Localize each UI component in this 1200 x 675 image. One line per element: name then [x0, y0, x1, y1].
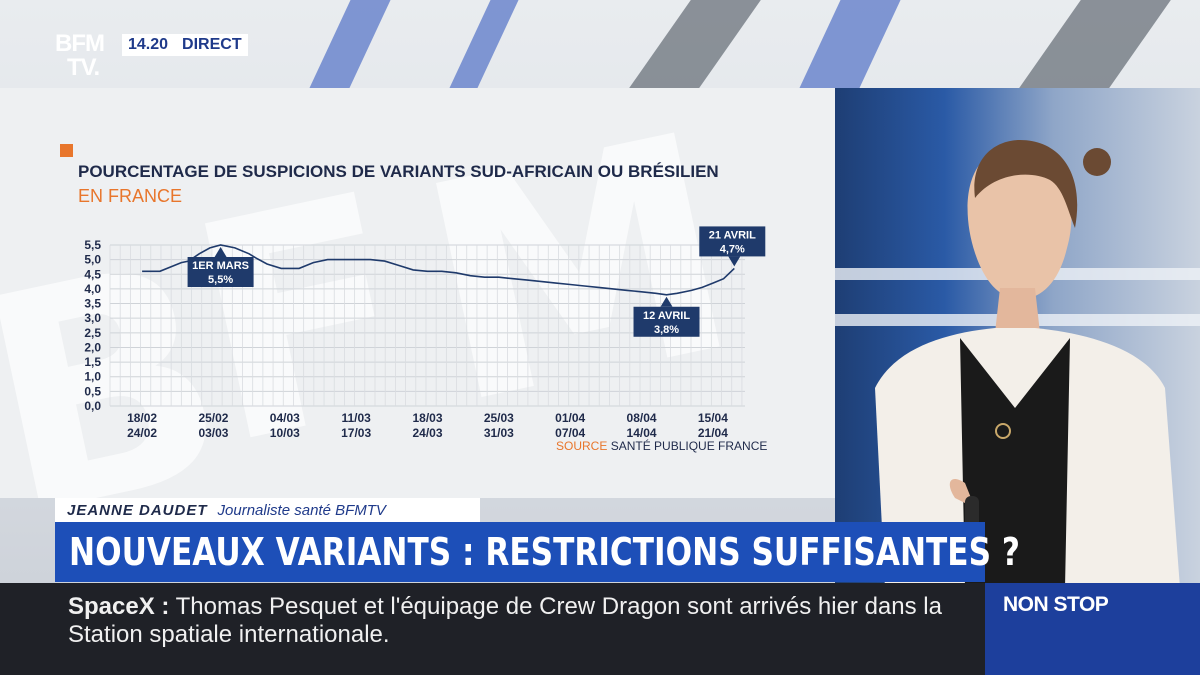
source-value: SANTÉ PUBLIQUE FRANCE [610, 439, 768, 453]
annotation-label: 12 AVRIL [643, 310, 690, 322]
annotation-value: 4,7% [720, 243, 745, 255]
y-tick-label: 1,0 [84, 370, 101, 384]
x-tick-label: 04/03 [270, 411, 300, 425]
speaker-name-bar: JEANNE DAUDET Journaliste santé BFMTV [55, 498, 480, 522]
x-tick-label: 14/04 [627, 426, 657, 440]
ticker-text: Thomas Pesquet et l'équipage de Crew Dra… [68, 593, 942, 648]
annotation-box [699, 226, 766, 257]
nonstop-label: NON STOP [1003, 593, 1109, 616]
x-tick-label: 08/04 [627, 411, 657, 425]
presenter-video [835, 88, 1200, 588]
x-tick-label: 15/04 [698, 411, 728, 425]
y-tick-label: 3,0 [84, 311, 101, 325]
logo-line2: TV. [67, 54, 100, 81]
presenter-figure [875, 140, 1180, 588]
y-tick-label: 2,5 [84, 326, 101, 340]
y-tick-label: 2,0 [84, 340, 101, 354]
y-tick-label: 3,5 [84, 297, 101, 311]
nonstop-badge: NON STOP [985, 583, 1200, 675]
annotation-pointer [728, 256, 741, 267]
y-tick-label: 4,5 [84, 267, 101, 281]
y-tick-label: 0,5 [84, 384, 101, 398]
headline-banner: NOUVEAUX VARIANTS : RESTRICTIONS SUFFISA… [55, 522, 1020, 582]
bfmtv-logo: BFM TV. [55, 32, 113, 87]
headline-text: NOUVEAUX VARIANTS : RESTRICTIONS SUFFISA… [69, 530, 1020, 574]
chart-title: POURCENTAGE DE SUSPICIONS DE VARIANTS SU… [78, 162, 719, 181]
x-tick-label: 24/03 [412, 426, 442, 440]
y-tick-label: 1,5 [84, 355, 101, 369]
x-tick-label: 25/03 [484, 411, 514, 425]
ticker-content: SpaceX : Thomas Pesquet et l'équipage de… [68, 593, 983, 649]
annotation-pointer [660, 296, 673, 307]
source-label: SOURCE [556, 439, 608, 453]
chart-source: SOURCE SANTÉ PUBLIQUE FRANCE [556, 439, 767, 453]
annotation-label: 21 AVRIL [709, 229, 756, 241]
annotation-pointer [214, 247, 227, 257]
x-tick-label: 18/02 [127, 411, 157, 425]
y-tick-label: 0,0 [84, 399, 101, 413]
live-clock-badge: 14.20 DIRECT [122, 34, 248, 56]
x-tick-label: 24/02 [127, 426, 157, 440]
annotation-label: 1ER MARS [192, 260, 249, 272]
chart-panel: B F M POURCENTAGE DE SUSPICIONS DE VARIA… [0, 88, 835, 498]
x-tick-label: 18/03 [412, 411, 442, 425]
series-line [142, 244, 735, 296]
x-tick-label: 10/03 [270, 426, 300, 440]
chart-subtitle: EN FRANCE [78, 186, 183, 206]
x-tick-label: 21/04 [698, 426, 728, 440]
x-tick-label: 31/03 [484, 426, 514, 440]
annotation-box [187, 257, 254, 287]
x-tick-label: 25/02 [198, 411, 228, 425]
x-tick-label: 07/04 [555, 426, 585, 440]
y-tick-label: 5,5 [84, 238, 101, 252]
chart-accent-square [60, 144, 73, 157]
y-tick-label: 4,0 [84, 282, 101, 296]
y-tick-label: 5,0 [84, 253, 101, 267]
x-tick-label: 17/03 [341, 426, 371, 440]
live-label: DIRECT [182, 36, 242, 53]
news-ticker: SpaceX : Thomas Pesquet et l'équipage de… [0, 583, 985, 675]
speaker-name: JEANNE DAUDET [67, 501, 208, 519]
clock-time: 14.20 [128, 36, 169, 53]
logo-line1: BFM [55, 30, 105, 57]
annotation-box [633, 306, 700, 337]
x-tick-label: 01/04 [555, 411, 585, 425]
x-tick-label: 11/03 [341, 411, 371, 425]
annotation-value: 5,5% [208, 274, 233, 286]
line-chart: 0,00,51,01,52,02,53,03,54,04,55,05,5 18/0… [84, 226, 766, 440]
ticker-tag: SpaceX : [68, 593, 170, 620]
speaker-role: Journaliste santé BFMTV [217, 501, 386, 519]
annotation-value: 3,8% [654, 324, 679, 336]
x-tick-label: 03/03 [198, 426, 228, 440]
